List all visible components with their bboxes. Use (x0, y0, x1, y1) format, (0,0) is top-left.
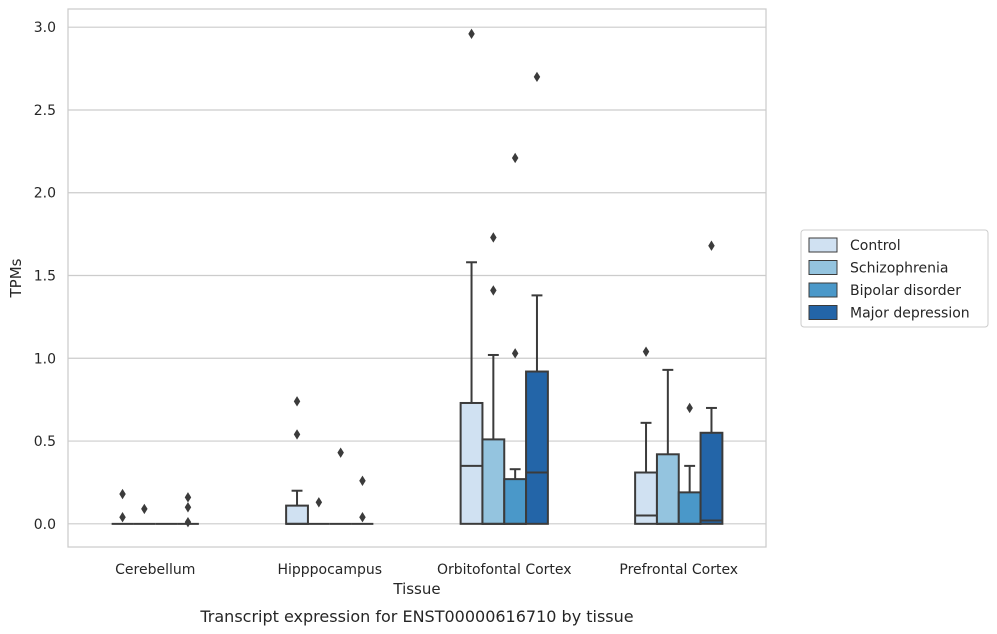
y-tick-label: 3.0 (34, 20, 56, 36)
box-iqr (677, 491, 702, 525)
y-tick-label: 0.5 (34, 434, 56, 450)
outlier-point (293, 396, 301, 407)
box-bipolar-disorder (503, 468, 528, 525)
y-tick-label: 2.0 (34, 186, 56, 202)
outlier-point (359, 512, 366, 523)
outlier-points (119, 28, 715, 528)
box-bipolar-disorder (677, 464, 702, 525)
legend-swatch (808, 237, 838, 253)
y-tick-label: 0.0 (34, 517, 56, 533)
legend-label: Control (850, 238, 901, 254)
legend-label: Major depression (850, 306, 970, 322)
box-control (634, 421, 658, 525)
outlier-point (359, 475, 366, 486)
outlier-point (119, 488, 126, 500)
outlier-point (184, 516, 192, 528)
legend-swatch (808, 260, 838, 275)
outlier-point (490, 285, 497, 296)
legend: Control Schizophrenia Bipolar disorder Majo… (800, 229, 989, 328)
box-control (459, 261, 484, 525)
y-tick-label: 1.5 (34, 269, 56, 285)
outlier-point (533, 71, 541, 83)
outlier-point (337, 447, 344, 458)
x-tick-label: Orbitofontal Cortex (437, 562, 572, 578)
outlier-point (119, 512, 126, 523)
legend-swatch (808, 282, 838, 298)
legend-swatch (808, 305, 838, 320)
y-tick-label: 2.5 (34, 103, 56, 119)
gridlines (68, 26, 766, 525)
box-iqr (481, 438, 506, 525)
box-control (285, 489, 309, 525)
outlier-point (141, 503, 148, 515)
y-tick-label: 1.0 (34, 351, 56, 367)
legend-frame (800, 229, 989, 328)
box-iqr (503, 478, 528, 525)
box-iqr (655, 453, 680, 525)
box-major-depression (699, 406, 724, 525)
outlier-point (642, 346, 650, 357)
legend-items: Control Schizophrenia Bipolar disorder Majo… (808, 237, 970, 322)
outlier-point (184, 502, 192, 513)
x-tick-label: Cerebellum (115, 562, 195, 578)
outlier-point (708, 240, 715, 251)
box-schizophrenia (655, 368, 680, 525)
outlier-point (490, 232, 497, 243)
box-iqr (459, 401, 484, 525)
outlier-point (293, 429, 301, 440)
outlier-point (468, 28, 475, 40)
box-iqr (699, 431, 724, 525)
y-axis-label: TPMs (7, 258, 25, 298)
box-iqr (285, 504, 309, 525)
legend-label: Schizophrenia (850, 261, 948, 277)
legend-label: Bipolar disorder (850, 283, 961, 299)
box-iqr (525, 370, 549, 525)
x-tick-label: Hipppocampus (277, 562, 382, 578)
boxes (111, 261, 724, 525)
outlier-point (511, 348, 519, 359)
outlier-point (184, 492, 192, 503)
outlier-point (511, 152, 519, 164)
x-tick-labels: Cerebellum Hipppocampus Orbitofontal Corte… (115, 562, 738, 578)
plot-frame (67, 8, 767, 548)
chart-caption: Transcript expression for ENST0000061671… (199, 607, 633, 626)
box-major-depression (525, 294, 549, 525)
outlier-point (686, 402, 693, 414)
y-tick-labels: 0.0 0.5 1.0 1.5 2.0 2.5 3.0 (34, 20, 56, 533)
outlier-point (315, 497, 323, 508)
x-tick-label: Prefrontal Cortex (619, 562, 738, 578)
box-schizophrenia (481, 353, 506, 525)
x-axis-label: Tissue (392, 580, 440, 598)
